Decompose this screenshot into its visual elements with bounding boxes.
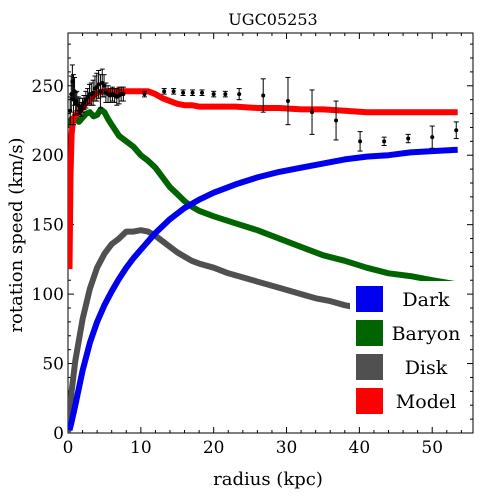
observed-point [430,135,435,140]
observed-point [261,93,266,98]
legend: Dark Baryon Disk Model [350,281,466,417]
observed-point [142,92,147,97]
observed-point [162,89,167,94]
x-axis-label: radius (kpc) [213,469,323,490]
observed-point [96,82,101,87]
observed-point [181,90,186,95]
observed-point [171,89,176,94]
observed-point [223,92,228,97]
series-line-baryon [68,106,459,288]
observed-point [121,92,126,97]
legend-swatch-model [356,388,383,414]
observed-point [200,90,205,95]
legend-label-baryon: Baryon [392,323,461,345]
y-axis-label: rotation speed (km/s) [6,137,27,332]
y-tick-label: 100 [32,285,64,305]
legend-swatch-baryon [356,320,383,346]
series-line-model [68,88,458,270]
observed-point [190,90,195,95]
x-tick-label: 40 [349,438,371,458]
legend-label-model: Model [396,391,456,413]
legend-label-disk: Disk [405,357,448,379]
y-tick-label: 250 [32,77,64,97]
observed-point [91,90,96,95]
x-tick-label: 30 [276,438,298,458]
observed-point [334,118,339,123]
observed-point [98,89,103,94]
y-tick-label: 200 [32,146,64,166]
legend-label-dark: Dark [402,289,450,311]
observed-point [406,136,411,141]
legend-swatch-disk [356,354,383,380]
x-tick-label: 20 [203,438,225,458]
observed-point [358,139,363,144]
observed-point [382,139,387,144]
observed-point [211,92,216,97]
observed-point [102,83,107,88]
observed-point [310,110,315,115]
series-line-dark [68,146,458,431]
x-tick-label: 0 [63,438,74,458]
observed-point [237,92,242,97]
observed-point [454,128,459,133]
y-tick-label: 0 [53,424,64,444]
legend-swatch-dark [356,286,383,312]
x-tick-label: 50 [421,438,443,458]
x-tick-label: 10 [130,438,152,458]
y-tick-label: 50 [42,355,64,375]
plot-area: 0 10 20 30 40 50 0 50 100 150 200 250 [32,32,474,458]
observed-point [285,99,290,104]
y-tick-label: 150 [32,216,64,236]
chart-title: UGC05253 [228,10,317,29]
